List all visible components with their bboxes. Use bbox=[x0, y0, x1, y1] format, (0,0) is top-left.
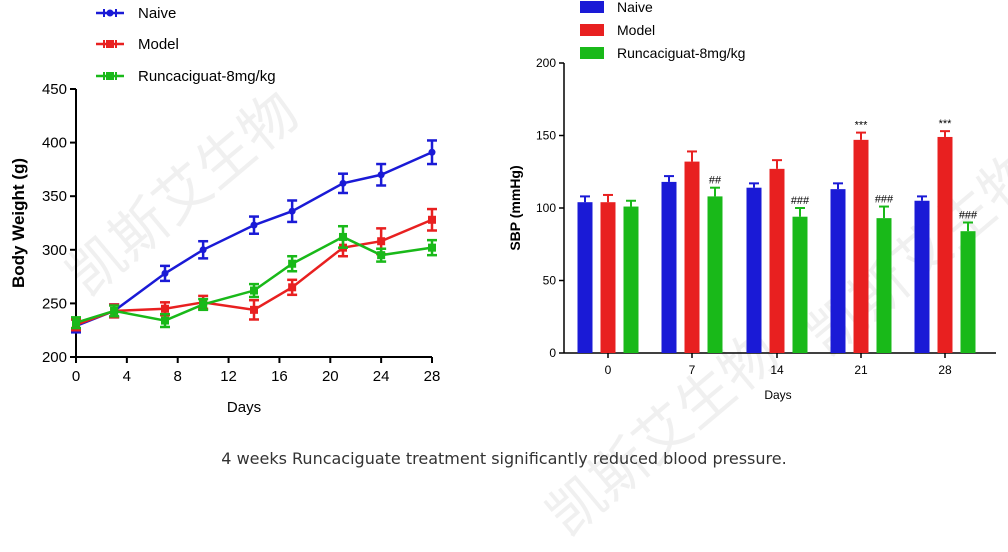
significance-label: ### bbox=[959, 210, 978, 222]
data-point bbox=[199, 300, 208, 309]
x-tick-label: 28 bbox=[938, 363, 952, 377]
bar bbox=[684, 161, 700, 353]
y-tick-label: 200 bbox=[42, 349, 67, 366]
bar bbox=[623, 206, 639, 353]
data-point bbox=[339, 232, 347, 241]
significance-label: ### bbox=[791, 195, 810, 207]
legend-swatch bbox=[580, 1, 604, 13]
legend-swatch bbox=[580, 47, 604, 59]
figure-caption: 4 weeks Runcaciguate treatment significa… bbox=[221, 449, 787, 468]
x-tick-label: 4 bbox=[123, 368, 131, 385]
y-axis-label: Body Weight (g) bbox=[9, 158, 28, 288]
legend-marker bbox=[106, 40, 114, 48]
x-tick-label: 7 bbox=[689, 363, 696, 377]
x-tick-label: 28 bbox=[424, 368, 441, 385]
y-tick-label: 250 bbox=[42, 295, 67, 312]
x-tick-label: 14 bbox=[770, 363, 784, 377]
data-point bbox=[161, 304, 169, 313]
bar bbox=[707, 196, 723, 353]
x-tick-label: 12 bbox=[220, 368, 237, 385]
y-tick-label: 400 bbox=[42, 135, 67, 152]
y-tick-label: 150 bbox=[536, 129, 556, 143]
bar bbox=[769, 168, 785, 353]
x-tick-label: 0 bbox=[605, 363, 612, 377]
data-point bbox=[161, 269, 169, 277]
data-point bbox=[250, 221, 258, 229]
bar bbox=[600, 202, 616, 353]
legend-marker bbox=[106, 9, 114, 17]
y-tick-label: 450 bbox=[42, 81, 67, 98]
y-tick-label: 0 bbox=[549, 346, 556, 360]
legend-label: Model bbox=[617, 22, 655, 38]
data-point bbox=[288, 207, 296, 215]
legend-label: Runcaciguat-8mg/kg bbox=[138, 68, 276, 85]
x-tick-label: 24 bbox=[373, 368, 390, 385]
data-point bbox=[288, 283, 297, 292]
y-tick-label: 200 bbox=[536, 56, 556, 70]
bar bbox=[914, 200, 930, 353]
x-tick-label: 8 bbox=[174, 368, 182, 385]
data-point bbox=[199, 246, 207, 254]
legend-swatch bbox=[580, 24, 604, 36]
y-tick-label: 300 bbox=[42, 242, 67, 259]
x-axis-label: Days bbox=[764, 388, 791, 402]
legend-label: Naive bbox=[138, 5, 176, 22]
x-tick-label: 20 bbox=[322, 368, 339, 385]
legend-label: Naive bbox=[617, 0, 653, 15]
significance-label: ## bbox=[709, 175, 722, 187]
y-axis-label: SBP (mmHg) bbox=[507, 165, 523, 250]
data-point bbox=[428, 215, 436, 224]
data-point bbox=[250, 305, 258, 314]
data-point bbox=[339, 179, 347, 187]
data-point bbox=[110, 306, 119, 315]
bar bbox=[746, 187, 762, 353]
y-tick-label: 350 bbox=[42, 188, 67, 205]
x-tick-label: 21 bbox=[854, 363, 868, 377]
data-point bbox=[250, 286, 258, 295]
data-point bbox=[72, 318, 80, 327]
legend-label: Runcaciguat-8mg/kg bbox=[617, 45, 745, 61]
bar bbox=[661, 181, 677, 353]
bar bbox=[830, 189, 846, 353]
bar bbox=[792, 216, 808, 353]
x-tick-label: 16 bbox=[271, 368, 288, 385]
y-tick-label: 50 bbox=[543, 274, 557, 288]
data-point bbox=[377, 251, 386, 260]
data-point bbox=[288, 259, 297, 268]
data-point bbox=[428, 243, 436, 252]
data-point bbox=[161, 316, 169, 325]
legend-marker bbox=[106, 72, 114, 80]
bar bbox=[937, 136, 953, 353]
bar bbox=[853, 139, 869, 353]
bar bbox=[577, 202, 593, 353]
figure: 200 250 300 350 400 450 0 4 8 12 16 20 24 28 Days Body … bbox=[9, 0, 996, 416]
bar bbox=[876, 218, 892, 353]
data-point bbox=[377, 237, 386, 246]
significance-label: *** bbox=[939, 118, 953, 130]
legend-label: Model bbox=[138, 36, 179, 53]
data-point bbox=[428, 148, 436, 156]
body-weight-line-chart: 200 250 300 350 400 450 0 4 8 12 16 20 24 28 Days Body … bbox=[9, 5, 440, 416]
significance-label: *** bbox=[855, 120, 869, 132]
bar bbox=[960, 231, 976, 353]
x-tick-label: 0 bbox=[72, 368, 80, 385]
x-axis-label: Days bbox=[227, 399, 261, 416]
sbp-bar-chart: 0 50 100 150 200 0 7 14 21 28 Days SBP (mmHg) *** ***… bbox=[507, 0, 996, 402]
data-point bbox=[377, 171, 385, 179]
significance-label: ### bbox=[875, 194, 894, 206]
y-tick-label: 100 bbox=[536, 201, 556, 215]
